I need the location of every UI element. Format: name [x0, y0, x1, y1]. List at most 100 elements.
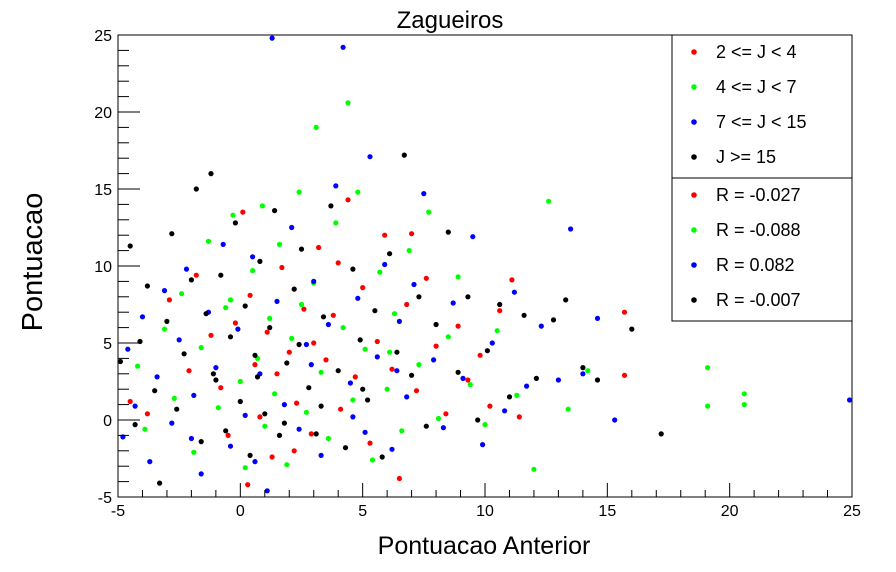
data-point-series-2	[580, 371, 586, 377]
correlation-legend-entry: R = -0.007	[716, 290, 801, 310]
data-point-series-3	[232, 220, 238, 226]
data-point-series-2	[396, 318, 402, 324]
data-point-series-3	[394, 349, 400, 355]
data-point-series-1	[296, 189, 302, 195]
data-point-series-0	[487, 403, 493, 409]
series-legend-marker	[691, 154, 697, 160]
data-point-series-1	[350, 397, 356, 403]
data-point-series-2	[132, 403, 138, 409]
data-point-series-3	[257, 258, 263, 264]
series-legend-marker	[691, 84, 697, 90]
data-point-series-3	[213, 377, 219, 383]
data-point-series-2	[367, 154, 373, 160]
data-point-series-1	[741, 391, 747, 397]
data-point-series-2	[269, 35, 275, 41]
data-point-series-1	[705, 365, 711, 371]
data-point-series-3	[658, 431, 664, 437]
data-point-series-0	[433, 343, 439, 349]
data-point-series-0	[443, 411, 449, 417]
data-point-series-1	[298, 301, 305, 308]
data-point-series-3	[262, 411, 268, 417]
data-point-series-0	[352, 374, 358, 380]
data-point-series-3	[227, 334, 234, 340]
data-point-series-3	[203, 311, 209, 317]
data-point-series-3	[272, 208, 278, 214]
data-point-series-2	[176, 337, 182, 343]
data-point-series-3	[254, 374, 261, 380]
data-point-series-3	[157, 480, 163, 486]
data-point-series-1	[142, 426, 148, 432]
data-point-series-3	[208, 171, 214, 177]
data-point-series-3	[387, 251, 393, 257]
data-point-series-2	[188, 435, 194, 442]
series-legend-entry: 2 <= J < 4	[716, 42, 797, 62]
y-tick-label: 5	[103, 336, 112, 353]
data-point-series-2	[333, 183, 339, 189]
data-point-series-2	[411, 281, 417, 288]
y-axis-label: Pontuacao	[17, 193, 49, 332]
data-point-series-1	[262, 423, 268, 429]
data-point-series-2	[161, 288, 168, 294]
data-point-series-1	[191, 449, 197, 455]
data-point-series-0	[247, 292, 253, 298]
data-point-series-1	[223, 305, 229, 311]
data-point-series-1	[531, 466, 537, 472]
data-point-series-0	[423, 275, 429, 281]
data-point-series-0	[208, 332, 214, 338]
data-point-series-1	[435, 415, 442, 422]
y-tick-label: 0	[103, 413, 112, 430]
data-point-series-3	[210, 371, 216, 377]
data-point-series-3	[328, 203, 334, 209]
data-point-series-1	[467, 382, 473, 388]
data-point-series-1	[340, 325, 346, 331]
data-point-series-3	[484, 348, 490, 354]
data-point-series-2	[538, 323, 544, 329]
x-tick-label: 15	[598, 503, 616, 520]
data-point-series-3	[360, 386, 366, 392]
data-point-series-2	[325, 321, 331, 328]
data-point-series-1	[345, 100, 351, 106]
series-legend-entry: J >= 15	[716, 147, 776, 167]
data-point-series-1	[391, 311, 398, 317]
data-point-series-0	[389, 366, 395, 372]
data-point-series-1	[426, 209, 432, 215]
data-point-series-3	[252, 352, 258, 358]
data-point-series-1	[230, 212, 236, 218]
data-point-series-1	[585, 368, 591, 374]
points-layer	[117, 35, 853, 494]
data-point-series-3	[320, 314, 327, 320]
data-point-series-3	[416, 294, 422, 300]
data-point-series-3	[475, 417, 481, 423]
data-point-series-3	[164, 318, 170, 324]
data-point-series-2	[347, 380, 353, 386]
data-point-series-0	[455, 323, 461, 329]
data-point-series-3	[291, 286, 297, 292]
data-point-series-3	[174, 406, 180, 412]
data-point-series-0	[286, 349, 292, 355]
data-point-series-0	[516, 414, 522, 420]
data-point-series-3	[335, 368, 341, 374]
data-point-series-1	[179, 291, 185, 297]
data-point-series-1	[387, 349, 393, 355]
data-point-series-0	[335, 260, 341, 266]
data-point-series-0	[338, 406, 344, 412]
data-point-series-0	[294, 400, 300, 406]
data-point-series-2	[382, 261, 388, 268]
data-point-series-0	[225, 432, 231, 438]
data-point-series-1	[416, 362, 422, 368]
data-point-series-3	[594, 377, 601, 383]
data-point-series-1	[267, 315, 273, 321]
data-point-series-1	[289, 335, 295, 341]
data-point-series-2	[470, 234, 476, 240]
data-point-series-0	[465, 377, 471, 383]
data-point-series-3	[276, 432, 283, 438]
data-point-series-3	[423, 423, 429, 429]
data-point-series-3	[550, 317, 557, 323]
data-point-series-2	[191, 392, 197, 398]
data-point-series-0	[274, 371, 280, 377]
data-point-series-0	[279, 264, 285, 271]
data-point-series-0	[252, 362, 258, 368]
data-point-series-1	[546, 198, 552, 204]
data-point-series-1	[161, 326, 168, 332]
data-point-series-3	[198, 439, 204, 445]
